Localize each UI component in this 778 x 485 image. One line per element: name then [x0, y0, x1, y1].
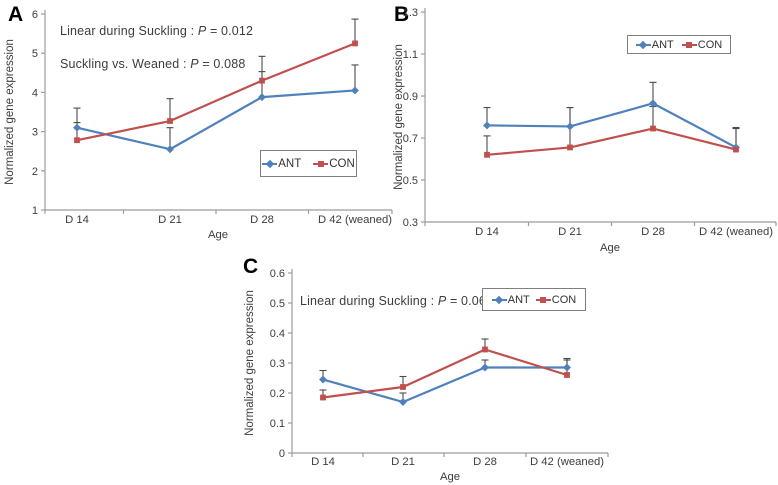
svg-text:Normalized gene expression: Normalized gene expression	[4, 39, 16, 185]
legend-c: ANT CON	[482, 288, 586, 311]
svg-text:D 28: D 28	[473, 456, 497, 468]
legend-label-ant: ANT	[507, 293, 530, 306]
chart-panel-a: 1 2 3 4 5 6 D 14 D 21 D 28 D 42 (weaned) Age Normal…	[4, 9, 393, 241]
annotation-c-linear-suckling: Linear during Suckling : P = 0.062	[300, 294, 493, 308]
svg-text:0.5: 0.5	[270, 298, 285, 310]
legend-item-con: CON	[313, 158, 355, 170]
svg-text:3: 3	[32, 127, 38, 139]
svg-text:4: 4	[32, 87, 38, 99]
annotation-text: Linear during Suckling :	[300, 294, 438, 308]
svg-text:D 28: D 28	[641, 226, 665, 238]
svg-text:D 14: D 14	[475, 226, 499, 238]
ant-line-marker-icon	[635, 40, 651, 49]
legend-item-ant: ANT	[491, 293, 530, 306]
legend-label-con: CON	[697, 38, 723, 51]
svg-text:Age: Age	[600, 242, 620, 254]
ant-line-marker-icon	[491, 295, 507, 304]
svg-text:Normalized gene expression: Normalized gene expression	[244, 290, 256, 436]
annotation-p-symbol: P	[437, 294, 447, 308]
svg-text:2: 2	[32, 166, 38, 178]
svg-text:6: 6	[32, 9, 38, 21]
svg-text:0.3: 0.3	[403, 217, 418, 229]
legend-label-ant: ANT	[651, 38, 674, 51]
legend-label-con: CON	[329, 157, 355, 170]
svg-text:0.5: 0.5	[403, 175, 418, 187]
svg-text:D 21: D 21	[558, 226, 582, 238]
svg-text:Normalized gene expression: Normalized gene expression	[393, 44, 405, 190]
con-line-marker-icon	[681, 40, 697, 49]
legend-item-con: CON	[681, 38, 723, 51]
con-line-marker-icon	[535, 295, 551, 304]
panel-label-b: B	[394, 3, 410, 26]
legend-item-con: CON	[535, 293, 577, 306]
svg-text:0.1: 0.1	[270, 418, 285, 430]
svg-text:D 14: D 14	[65, 214, 89, 226]
panel-label-a: A	[8, 3, 24, 26]
annotation-text: Suckling vs. Weaned :	[60, 57, 191, 71]
svg-text:D 14: D 14	[311, 456, 335, 468]
chart-panel-b: 0.3 0.5 0.7 0.9 1.1 1.3 D 14 D 21 D 28 D 42 (wean…	[393, 7, 777, 254]
svg-text:1.1: 1.1	[403, 49, 418, 61]
annotation-value: = 0.012	[206, 24, 254, 38]
chart-panel-c: 0 0.1 0.2 0.3 0.4 0.5 0.6 D 14 D 21 D 28 D 42 (wea…	[244, 268, 609, 483]
svg-text:0.2: 0.2	[270, 388, 285, 400]
svg-text:0.3: 0.3	[270, 358, 285, 370]
svg-text:D 28: D 28	[250, 214, 274, 226]
legend-label-ant: ANT	[278, 157, 302, 170]
svg-text:0.6: 0.6	[270, 268, 285, 280]
legend-label-con: CON	[551, 293, 577, 306]
svg-text:Age: Age	[440, 471, 460, 483]
con-line-marker-icon	[313, 159, 329, 168]
svg-text:D 21: D 21	[391, 456, 415, 468]
svg-text:0: 0	[279, 448, 285, 460]
annotation-a-linear-suckling: Linear during Suckling : P = 0.012	[60, 24, 253, 38]
svg-text:0.7: 0.7	[403, 133, 418, 145]
legend-item-ant: ANT	[635, 38, 674, 51]
svg-text:1: 1	[32, 205, 38, 217]
legend-b: ANT CON	[627, 35, 731, 54]
legend-item-ant: ANT	[262, 158, 301, 170]
svg-text:D 21: D 21	[158, 214, 182, 226]
svg-text:Age: Age	[208, 229, 228, 241]
annotation-p-symbol: P	[190, 57, 199, 71]
svg-text:5: 5	[32, 48, 38, 60]
svg-text:D 42 (weaned): D 42 (weaned)	[530, 456, 604, 468]
svg-text:D 42 (weaned): D 42 (weaned)	[699, 226, 773, 238]
panel-label-c: C	[243, 255, 259, 278]
annotation-p-symbol: P	[197, 24, 207, 38]
svg-text:0.4: 0.4	[270, 328, 285, 340]
svg-text:1.3: 1.3	[403, 7, 418, 19]
annotation-a-suckling-vs-weaned: Suckling vs. Weaned : P = 0.088	[60, 57, 245, 71]
annotation-value: = 0.088	[198, 57, 246, 71]
legend-a: ANT CON	[260, 150, 357, 177]
annotation-text: Linear during Suckling :	[60, 24, 198, 38]
ant-line-marker-icon	[262, 159, 278, 168]
svg-text:D 42 (weaned): D 42 (weaned)	[318, 214, 392, 226]
svg-text:0.9: 0.9	[403, 91, 418, 103]
